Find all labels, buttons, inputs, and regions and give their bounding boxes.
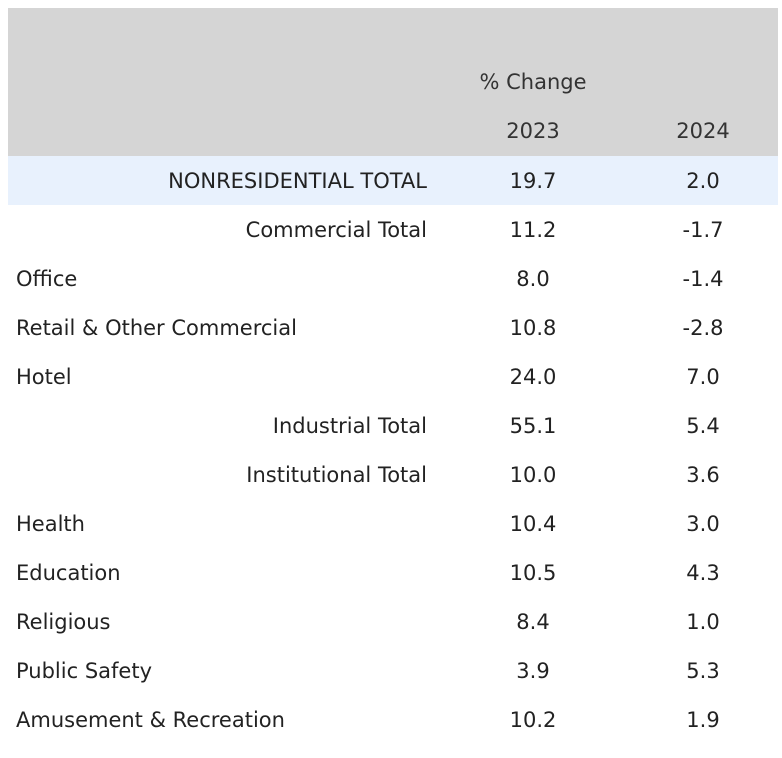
value-2024: 1.0 [686,609,720,634]
column-group-label: % Change [479,70,587,94]
value-2023: 8.4 [516,609,550,634]
value-2024: -1.4 [682,266,724,291]
row-label: NONRESIDENTIAL TOTAL [168,168,427,193]
row-label: Amusement & Recreation [16,707,285,732]
value-2024: -1.7 [682,217,724,242]
table-row: Hotel 24.0 7.0 [8,352,778,401]
table-row: Education 10.5 4.3 [8,548,778,597]
table-row: Amusement & Recreation 10.2 1.9 [8,695,778,744]
row-label: Institutional Total [246,462,427,487]
table-row: Religious 8.4 1.0 [8,597,778,646]
value-2024: 2.0 [686,168,720,193]
row-label: Public Safety [16,658,152,683]
value-2023: 10.2 [509,707,557,732]
row-label: Retail & Other Commercial [16,315,297,340]
table-row: Health 10.4 3.0 [8,499,778,548]
table-body: NONRESIDENTIAL TOTAL 19.7 2.0 Commercial To… [8,156,778,744]
value-2023: 11.2 [509,217,557,242]
column-header-2024: 2024 [676,119,730,143]
row-label: Health [16,511,85,536]
table-row: Public Safety 3.9 5.3 [8,646,778,695]
row-label: Commercial Total [245,217,427,242]
value-2024: -2.8 [682,315,724,340]
table-header: % Change 2023 2024 [8,8,778,156]
value-2023: 10.8 [509,315,557,340]
row-label: Industrial Total [272,413,427,438]
row-label: Religious [16,609,111,634]
value-2023: 24.0 [509,364,557,389]
table-row: Industrial Total 55.1 5.4 [8,401,778,450]
column-header-2023: 2023 [506,119,560,143]
value-2024: 4.3 [686,560,720,585]
value-2023: 10.4 [509,511,557,536]
value-2024: 1.9 [686,707,720,732]
table-row: NONRESIDENTIAL TOTAL 19.7 2.0 [8,156,778,205]
row-label: Hotel [16,364,72,389]
value-2023: 10.5 [509,560,557,585]
value-2024: 5.4 [686,413,720,438]
value-2024: 5.3 [686,658,720,683]
row-label: Education [16,560,121,585]
table-row: Institutional Total 10.0 3.6 [8,450,778,499]
value-2024: 3.0 [686,511,720,536]
table-row: Retail & Other Commercial 10.8 -2.8 [8,303,778,352]
value-2023: 55.1 [509,413,557,438]
value-2024: 3.6 [686,462,720,487]
value-2023: 19.7 [509,168,557,193]
value-2024: 7.0 [686,364,720,389]
value-2023: 10.0 [509,462,557,487]
value-2023: 8.0 [516,266,550,291]
table-row: Office 8.0 -1.4 [8,254,778,303]
data-table: % Change 2023 2024 NONRESIDENTIAL TOTAL 1… [8,8,778,744]
table-row: Commercial Total 11.2 -1.7 [8,205,778,254]
row-label: Office [16,266,78,291]
value-2023: 3.9 [516,658,550,683]
